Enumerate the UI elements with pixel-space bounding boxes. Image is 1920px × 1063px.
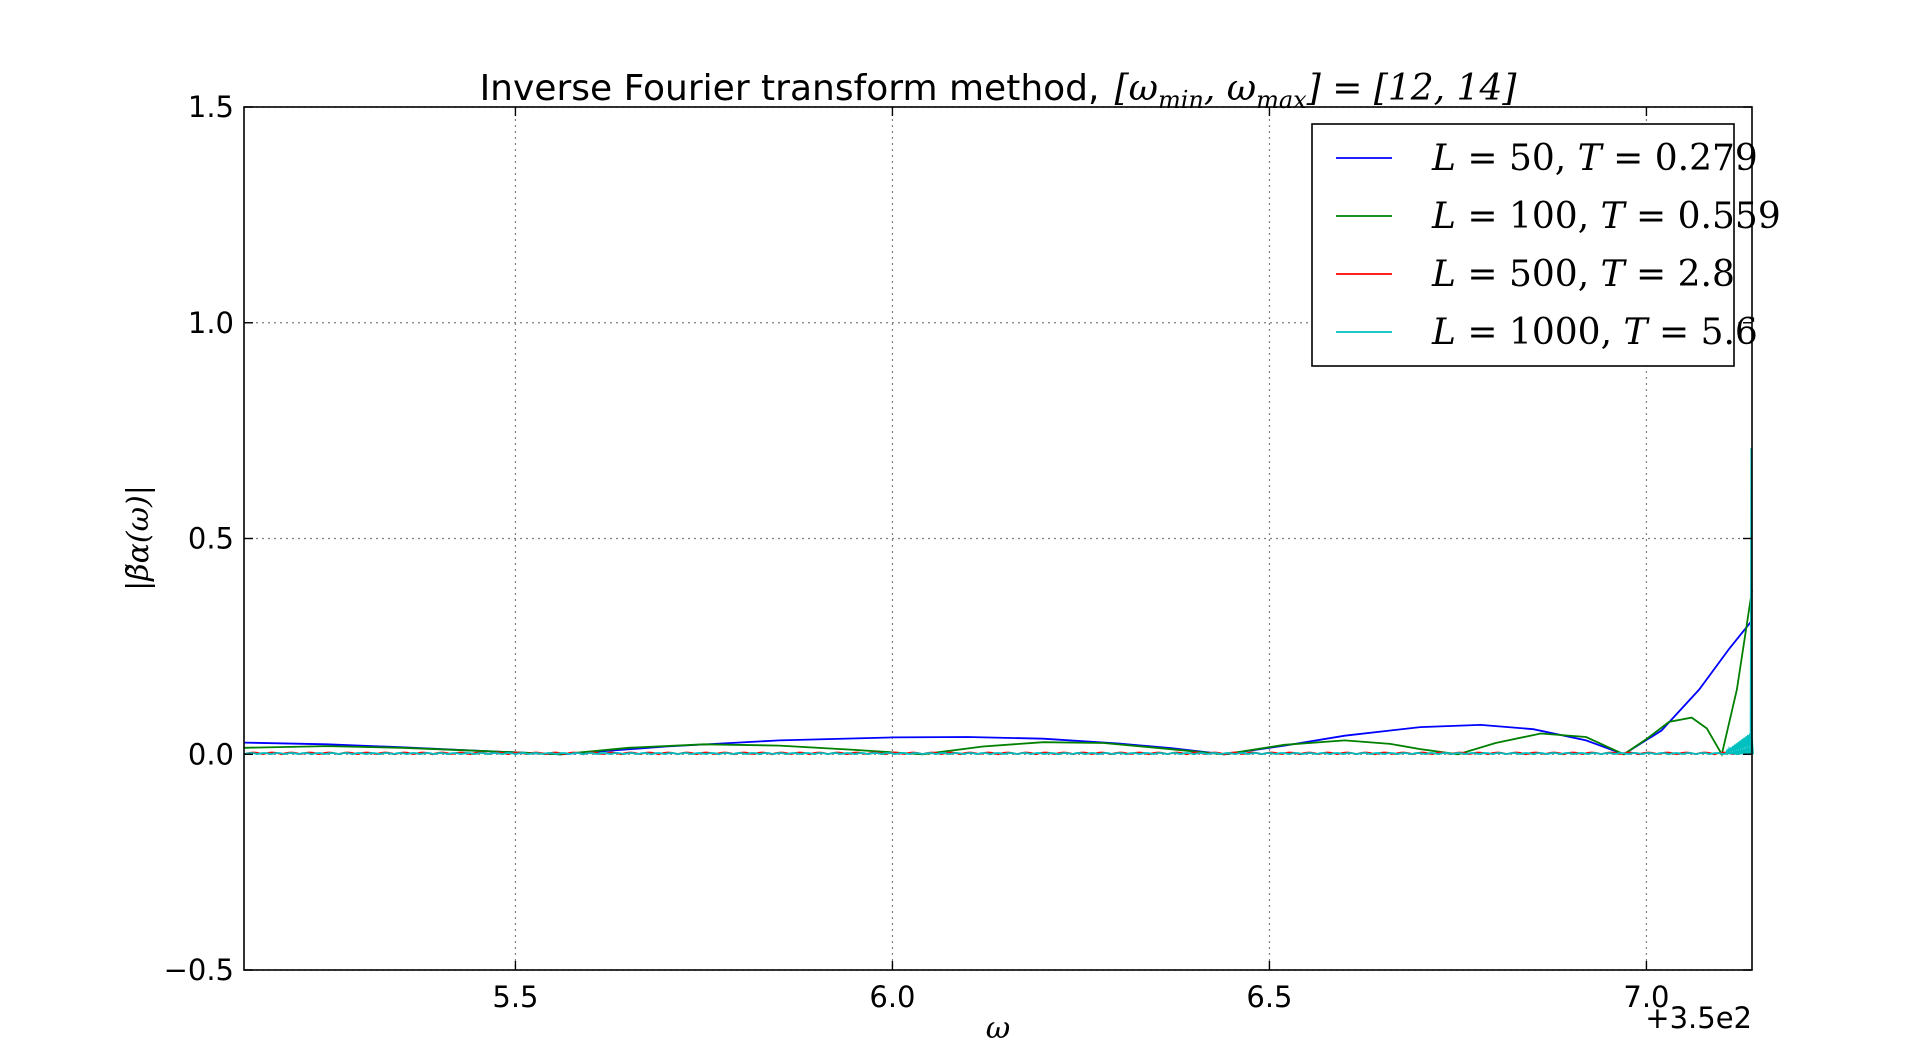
- x-tick-label: 6.5: [1246, 980, 1292, 1014]
- y-tick-label: 1.0: [188, 306, 234, 340]
- series-line: [243, 590, 1753, 757]
- y-tick-label: 1.5: [188, 90, 234, 124]
- ticks: 5.5 6.0 6.5 7.0 −0.5 0.0 0.5 1.0 1.5: [164, 90, 1752, 1014]
- legend: L = 50, T = 0.279 L = 100, T = 0.559 L = 5…: [1311, 123, 1781, 367]
- x-tick-label: 7.0: [1623, 980, 1669, 1014]
- x-tick-label: 5.5: [492, 980, 538, 1014]
- series-line: [243, 752, 1753, 756]
- y-tick-label: −0.5: [164, 953, 234, 987]
- x-axis-label: ω: [986, 1011, 1010, 1046]
- x-offset-label: +3.5e2: [1645, 1001, 1752, 1035]
- legend-label: L = 1000, T = 5.6: [1431, 312, 1758, 353]
- legend-label: L = 50, T = 0.279: [1431, 138, 1758, 179]
- y-tick-label: 0.5: [188, 522, 234, 556]
- chart-title: Inverse Fourier transform method, [ωmin,…: [480, 68, 1518, 114]
- chart-title-text: Inverse Fourier transform method,: [480, 68, 1100, 109]
- y-tick-label: 0.0: [188, 737, 234, 771]
- legend-label: L = 100, T = 0.559: [1431, 196, 1781, 237]
- y-axis-label: |β̃α(ω)|: [121, 485, 156, 591]
- x-tick-label: 6.0: [869, 980, 915, 1014]
- legend-label: L = 500, T = 2.8: [1431, 254, 1735, 295]
- legend-box: [1311, 123, 1735, 367]
- series-layer: [243, 447, 1754, 757]
